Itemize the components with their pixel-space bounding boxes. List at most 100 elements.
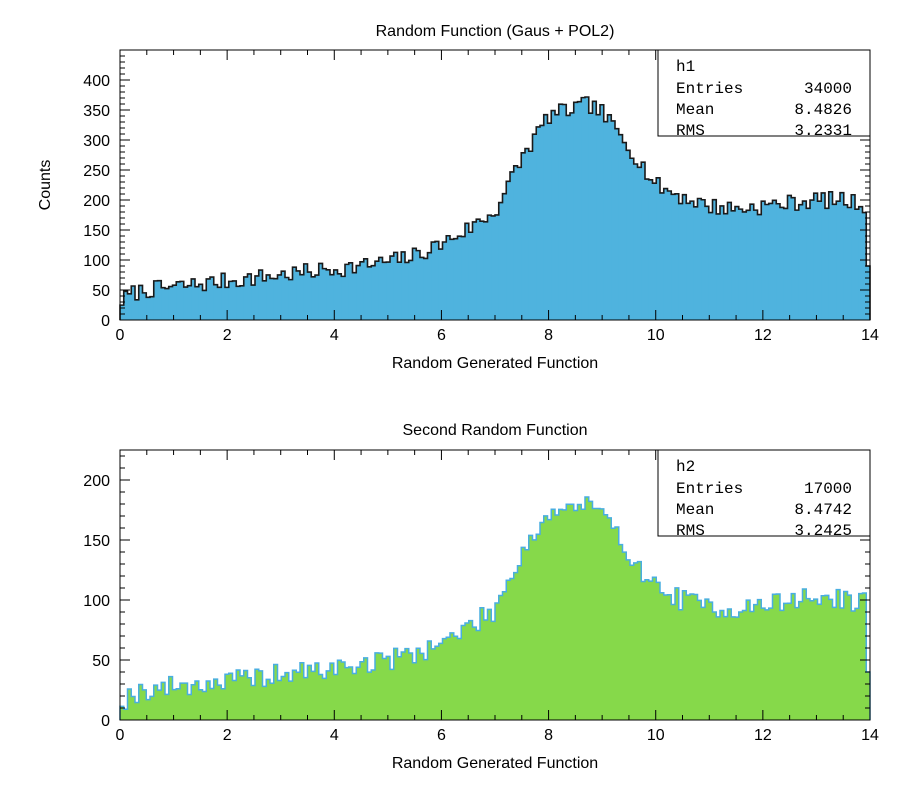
histogram-bin [795,210,800,320]
histogram-bin [731,616,736,720]
histogram-bin [765,609,770,720]
histogram-bin [281,271,286,320]
histogram-bin [461,236,466,320]
histogram-bin [502,591,507,720]
histogram-bin [262,686,267,720]
histogram-bin [573,510,578,720]
histogram-bin [127,689,132,720]
histogram-bin [768,608,773,720]
histogram-bin [303,677,308,720]
histogram-bin [570,504,575,720]
histogram-bin [825,595,830,720]
histogram-bin [401,251,406,320]
histogram-bin [345,264,350,320]
x-tick-label: 6 [437,727,446,744]
histogram-bin [255,275,260,320]
histogram-bin [540,522,545,720]
histogram-bin [858,206,863,320]
histogram-bin [123,291,128,320]
histogram-bin [596,508,601,720]
histogram-bin [660,192,665,320]
histogram-bin [247,677,252,720]
histogram-bin [266,274,271,320]
histogram-bin [142,689,147,720]
histogram-bin [712,611,717,720]
histogram-bin [435,241,440,320]
histogram-bin [165,288,170,320]
histogram-bin [641,162,646,320]
histogram-bin [618,134,623,320]
histogram-bin [288,681,293,720]
histogram-bin [337,660,342,720]
histogram-bin [146,699,151,720]
histogram-bin [247,273,252,320]
histogram-bin [273,664,278,720]
histogram-bin [135,299,140,320]
histogram-bin [843,591,848,720]
y-tick-label: 50 [92,653,110,670]
histogram-bin [431,648,436,720]
histogram-bin [813,193,818,320]
histogram-bin [206,680,211,720]
histogram-bin [791,197,796,320]
histogram-bin [843,204,848,320]
histogram-bin [472,221,477,320]
histogram-bin [682,194,687,320]
histogram-bin [217,685,222,720]
stats-box: h1 Entries 34000 Mean 8.4826 RMS 3.2331 [657,49,871,140]
histogram-bin [540,125,545,320]
histogram-bin [851,194,856,320]
histogram-bin [187,694,192,720]
histogram-bin [817,604,822,720]
histogram-bin [795,607,800,720]
histogram-bin [438,643,443,720]
histogram-bin [536,534,541,720]
y-tick-label: 150 [83,223,110,240]
histogram-bin [836,589,841,720]
histogram-bin [622,552,627,720]
x-tick-label: 2 [223,327,232,344]
histogram-bin [270,278,275,320]
histogram-bin [318,674,323,720]
histogram-bin [360,261,365,320]
histogram-bin [547,519,552,720]
histogram-bin [585,497,590,720]
histogram-bin [562,509,567,720]
stats-rms-label: RMS [676,122,705,140]
histogram-bin [236,669,241,720]
histogram-bin [866,266,871,320]
histogram-bin [217,287,222,320]
histogram-bin [761,201,766,320]
histogram-bin [536,126,541,321]
histogram-bin [333,674,338,720]
histogram-bin [705,599,710,720]
histogram-bin [750,204,755,320]
x-tick-label: 8 [544,327,553,344]
histogram-bin [757,599,762,720]
histogram-bin [588,501,593,720]
histogram-bin [532,539,537,720]
histogram-bin [776,203,781,320]
histogram-bin [187,285,192,320]
histogram-bin [753,210,758,320]
histogram-bin [731,210,736,320]
histogram-bin [723,213,728,320]
histogram-bin [753,604,758,720]
histogram-bin [438,249,443,320]
histogram-bin [611,528,616,720]
histogram-bin [142,292,147,320]
histogram-bin [851,611,856,720]
histogram-bin [622,142,627,320]
histogram-bin [813,599,818,720]
histogram-bin [165,694,170,720]
histogram-bin [611,120,616,320]
y-tick-label: 0 [101,713,110,730]
histogram-bin [592,101,597,320]
x-tick-label: 4 [330,327,339,344]
histogram-bin [772,594,777,720]
histogram-bin [176,688,181,720]
axis-ticks: 0 2 4 6 8 10 12 14 0 50 100 150 200 250 300 350 400 [83,49,879,344]
histogram-bin [525,148,530,320]
histogram-bin [832,607,837,720]
histogram-bin [442,241,447,320]
